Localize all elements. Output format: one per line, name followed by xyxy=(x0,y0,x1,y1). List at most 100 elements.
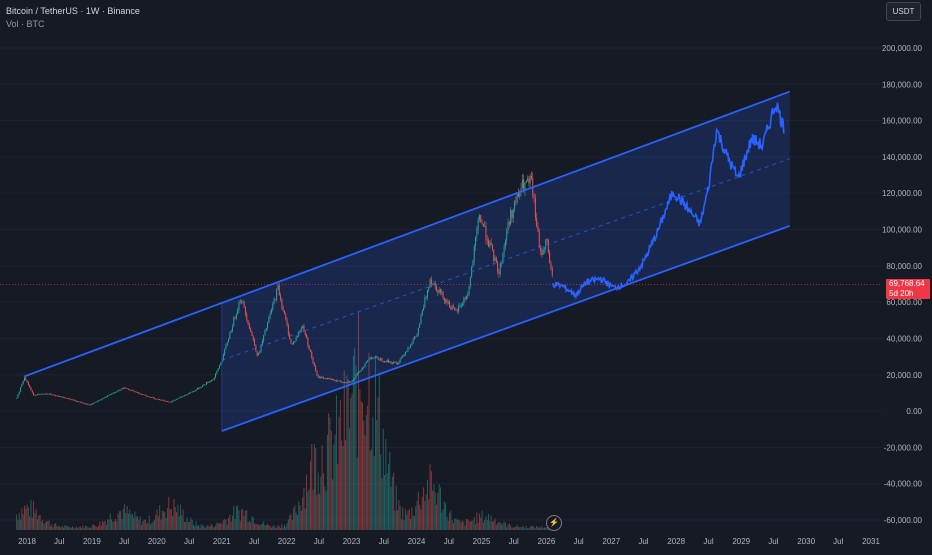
volume-bar xyxy=(230,521,232,530)
candle-body xyxy=(501,263,503,265)
volume-bar xyxy=(251,516,253,530)
candle-body xyxy=(225,345,227,349)
lightning-icon[interactable]: ⚡ xyxy=(546,515,562,531)
candle-body xyxy=(44,393,46,395)
volume-bar xyxy=(351,393,353,530)
candle-body xyxy=(272,303,274,310)
volume-bar xyxy=(355,365,357,530)
candle-body xyxy=(276,289,278,301)
x-tick-label: Jul xyxy=(249,537,259,546)
candle-body xyxy=(400,357,402,360)
volume-bar xyxy=(195,521,197,530)
x-tick-label: 2023 xyxy=(343,537,361,546)
candle-body xyxy=(220,362,222,366)
channel-upper-line[interactable] xyxy=(23,90,791,378)
candle-body xyxy=(475,236,477,247)
candle-body xyxy=(218,365,220,369)
candle-body xyxy=(204,384,206,386)
volume-bar xyxy=(159,505,161,530)
volume-bar xyxy=(142,521,144,530)
volume-bar xyxy=(109,513,111,530)
volume-bar xyxy=(35,509,37,530)
volume-bar xyxy=(506,527,508,530)
y-tick-label: -60,000.00 xyxy=(884,516,923,525)
currency-button[interactable]: USDT xyxy=(886,2,921,21)
volume-bar xyxy=(38,515,40,530)
volume-bar xyxy=(83,528,85,530)
channel-lines[interactable] xyxy=(23,90,791,432)
forecast-line xyxy=(551,102,785,300)
candle-body xyxy=(398,362,400,365)
candle-body xyxy=(234,317,236,319)
volume-bar xyxy=(399,505,401,530)
y-axis[interactable]: 200,000.00 180,000.00 160,000.00 140,000.00… xyxy=(882,44,923,525)
candle-body xyxy=(21,384,23,388)
volume-bar xyxy=(211,523,213,530)
candle-body xyxy=(403,355,405,357)
candle-body xyxy=(73,399,75,401)
volume-bar xyxy=(346,375,348,530)
candle-body xyxy=(18,391,20,395)
volume-legend[interactable]: Vol · BTC xyxy=(6,19,45,29)
volume-bar xyxy=(387,464,389,530)
volume-bar xyxy=(338,416,340,530)
candle-body xyxy=(34,394,36,396)
x-axis[interactable]: 2018 Jul 2019 Jul 2020 Jul 2021 Jul 2022 Jul 2023 J… xyxy=(18,537,880,546)
candle-body xyxy=(377,356,379,360)
volume-bar xyxy=(16,514,18,530)
candle-body xyxy=(139,393,141,395)
volume-bar xyxy=(317,472,319,530)
volume-bar xyxy=(229,514,231,530)
volume-bar xyxy=(191,519,193,530)
volume-bar xyxy=(452,523,454,530)
volume-bar xyxy=(49,525,51,530)
volume-bar xyxy=(411,506,413,530)
volume-bar xyxy=(369,450,371,530)
volume-bar xyxy=(342,446,344,530)
candle-body xyxy=(77,400,79,402)
candle-body xyxy=(261,340,263,345)
volume-bar xyxy=(137,516,139,530)
candle-body xyxy=(70,399,72,401)
volume-bar xyxy=(488,513,490,530)
candle-body xyxy=(495,257,497,263)
candle-body xyxy=(190,392,192,394)
candle-body xyxy=(550,262,552,269)
candle-body xyxy=(16,397,18,399)
candle-body xyxy=(322,377,324,379)
volume-bar xyxy=(426,479,428,530)
candle-body xyxy=(395,362,397,364)
candle-body xyxy=(129,389,131,391)
channel-lower-line[interactable] xyxy=(221,225,791,432)
candle-body xyxy=(181,396,183,398)
candle-body xyxy=(137,392,139,394)
candle-body xyxy=(442,291,444,298)
volume-bar xyxy=(289,515,291,530)
volume-bar xyxy=(330,430,332,530)
volume-bar xyxy=(250,522,252,530)
candle-body xyxy=(147,396,149,397)
volume-bar xyxy=(212,526,214,530)
volume-bar xyxy=(202,525,204,530)
candle-body xyxy=(469,277,471,287)
symbol-title[interactable]: Bitcoin / TetherUS · 1W · Binance xyxy=(6,6,140,16)
volume-bar xyxy=(257,524,259,530)
candle-body xyxy=(293,341,295,344)
candle-body xyxy=(356,373,358,376)
candle-body xyxy=(282,307,284,311)
x-tick-label: Jul xyxy=(54,537,64,546)
candle-body xyxy=(66,397,68,399)
volume-bar xyxy=(111,519,113,530)
volume-bar xyxy=(456,520,458,530)
candle-body xyxy=(26,380,28,382)
volume-bar xyxy=(270,527,272,530)
volume-bar xyxy=(333,444,335,530)
candle-body xyxy=(229,332,231,339)
candle-body xyxy=(502,252,504,264)
volume-bar xyxy=(328,413,330,530)
volume-bar xyxy=(546,527,548,530)
candle-body xyxy=(46,393,48,395)
volume-bar xyxy=(352,355,354,530)
